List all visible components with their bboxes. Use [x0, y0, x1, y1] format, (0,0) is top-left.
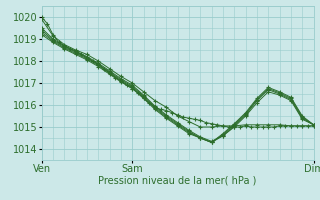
- X-axis label: Pression niveau de la mer( hPa ): Pression niveau de la mer( hPa ): [99, 176, 257, 186]
